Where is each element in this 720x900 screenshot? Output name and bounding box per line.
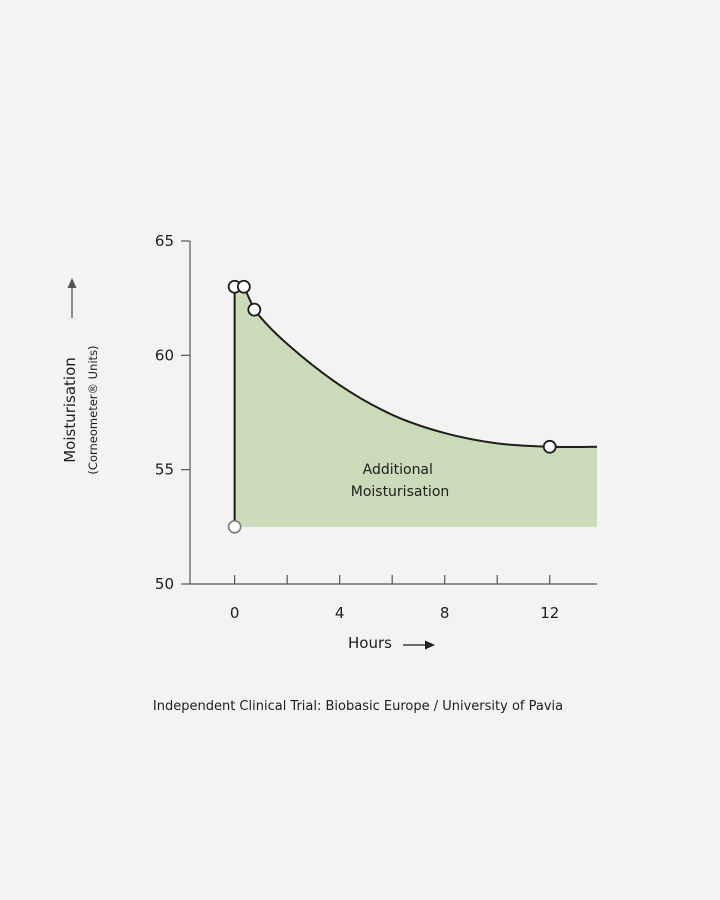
y-tick-label: 50 bbox=[155, 575, 174, 593]
x-tick-label: 4 bbox=[335, 604, 345, 622]
area-annotation: Additional Moisturisation bbox=[351, 462, 450, 500]
data-point bbox=[236, 279, 251, 294]
y-tick-label: 65 bbox=[155, 232, 174, 250]
data-markers bbox=[227, 279, 557, 534]
y-axis-arrow-icon bbox=[67, 278, 77, 318]
moisturisation-curve bbox=[233, 285, 598, 527]
y-tick-label: 60 bbox=[155, 346, 174, 364]
x-tick-label: 12 bbox=[540, 604, 559, 622]
x-ticks: 0 4 8 12 bbox=[230, 575, 559, 622]
y-ticks: 50 55 60 65 bbox=[155, 232, 190, 593]
x-tick-label: 0 bbox=[230, 604, 240, 622]
data-point bbox=[247, 302, 262, 317]
y-tick-label: 55 bbox=[155, 461, 174, 479]
annotation-line-2: Moisturisation bbox=[351, 484, 450, 500]
baseline-data-point bbox=[227, 520, 242, 534]
y-axis-subtitle: (Corneometer® Units) bbox=[86, 345, 100, 474]
source-footnote: Independent Clinical Trial: Biobasic Eur… bbox=[153, 699, 563, 714]
data-point bbox=[542, 439, 557, 454]
x-axis-title: Hours bbox=[348, 634, 392, 652]
y-axis-title: Moisturisation bbox=[61, 357, 79, 463]
x-axis-arrow-icon bbox=[403, 640, 435, 650]
y-axis-title-group: Moisturisation (Corneometer® Units) bbox=[61, 345, 100, 474]
annotation-line-1: Additional bbox=[363, 462, 433, 478]
additional-moisturisation-area bbox=[234, 286, 597, 527]
x-tick-label: 8 bbox=[440, 604, 450, 622]
